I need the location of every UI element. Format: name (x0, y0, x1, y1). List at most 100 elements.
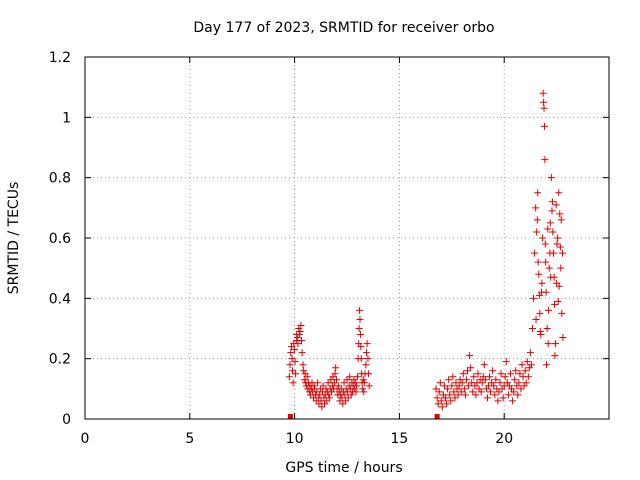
data-point (518, 361, 526, 369)
data-point (438, 403, 446, 411)
data-point (362, 361, 370, 369)
data-point (533, 228, 541, 236)
data-point (433, 394, 441, 402)
data-point (460, 385, 468, 393)
data-point (296, 328, 304, 336)
data-point (552, 340, 560, 348)
data-point (558, 249, 566, 257)
y-axis-label: SRMTID / TECUs (6, 182, 22, 295)
data-point (548, 207, 556, 215)
data-point (542, 258, 550, 266)
data-point (554, 297, 562, 305)
data-point (444, 385, 452, 393)
data-point (360, 388, 368, 396)
chart-title: Day 177 of 2023, SRMTID for receiver orb… (193, 20, 494, 36)
data-point (496, 379, 504, 387)
data-point (501, 373, 509, 381)
grid (85, 57, 609, 419)
data-point (363, 340, 371, 348)
data-point (540, 98, 548, 106)
data-point (465, 382, 473, 390)
data-point (544, 225, 552, 233)
data-point (332, 364, 340, 372)
data-point (362, 349, 370, 357)
data-point (300, 376, 308, 384)
data-point (530, 294, 538, 302)
data-point (536, 309, 544, 317)
data-point (555, 282, 563, 290)
data-point (449, 373, 457, 381)
data-point (521, 367, 529, 375)
data-point (533, 216, 541, 224)
data-point (331, 370, 339, 378)
data-point (292, 370, 300, 378)
data-point (477, 388, 485, 396)
data-point (546, 219, 554, 227)
data-point (286, 361, 294, 369)
data-point (557, 216, 565, 224)
data-point (432, 385, 440, 393)
data-point (524, 373, 532, 381)
data-point (543, 361, 551, 369)
data-point (555, 189, 563, 197)
data-point (338, 394, 346, 402)
y-tick-label: 0.2 (49, 352, 71, 368)
data-point (552, 201, 560, 209)
data-point (454, 391, 462, 399)
data-point (554, 234, 562, 242)
data-point (481, 376, 489, 384)
data-point (487, 388, 495, 396)
data-point (287, 349, 295, 357)
data-point (495, 388, 503, 396)
data-point (480, 361, 488, 369)
data-point (355, 325, 363, 332)
data-point (356, 306, 364, 314)
data-point (532, 204, 540, 212)
data-point (467, 364, 475, 372)
data-point (459, 370, 467, 378)
data-points (285, 89, 567, 419)
data-point (512, 367, 520, 375)
data-point (298, 349, 306, 357)
data-point (548, 198, 556, 206)
data-point (526, 349, 534, 357)
data-point (352, 388, 360, 396)
data-point (310, 382, 318, 390)
data-point (537, 331, 545, 339)
data-point (528, 325, 536, 332)
data-point (357, 355, 365, 363)
data-point (452, 379, 460, 387)
data-point (491, 391, 499, 399)
data-point (462, 376, 470, 384)
data-point (532, 315, 540, 323)
y-axis-ticks: 0 0.2 0.4 0.6 0.8 1 1.2 (49, 50, 609, 428)
data-point (445, 376, 453, 384)
data-point (531, 249, 539, 257)
data-point (539, 234, 547, 242)
data-point (522, 379, 530, 387)
data-point (489, 367, 497, 375)
data-point (434, 400, 442, 408)
y-tick-label: 0.6 (49, 231, 71, 247)
data-point (514, 391, 522, 399)
data-point (556, 243, 564, 251)
data-point (325, 394, 333, 402)
data-point (550, 273, 558, 281)
data-point (288, 355, 296, 363)
data-point (538, 279, 546, 287)
data-point (492, 376, 500, 384)
data-point (443, 400, 451, 408)
data-point (553, 240, 561, 248)
data-point (541, 240, 549, 248)
data-point (540, 104, 548, 112)
data-point (497, 370, 505, 378)
data-point (547, 174, 555, 182)
data-point (523, 358, 531, 366)
x-tick-label: 5 (185, 431, 194, 447)
data-point (464, 367, 472, 375)
data-point (549, 228, 557, 236)
data-point (291, 346, 299, 354)
data-point (365, 382, 373, 390)
data-point (461, 391, 469, 399)
